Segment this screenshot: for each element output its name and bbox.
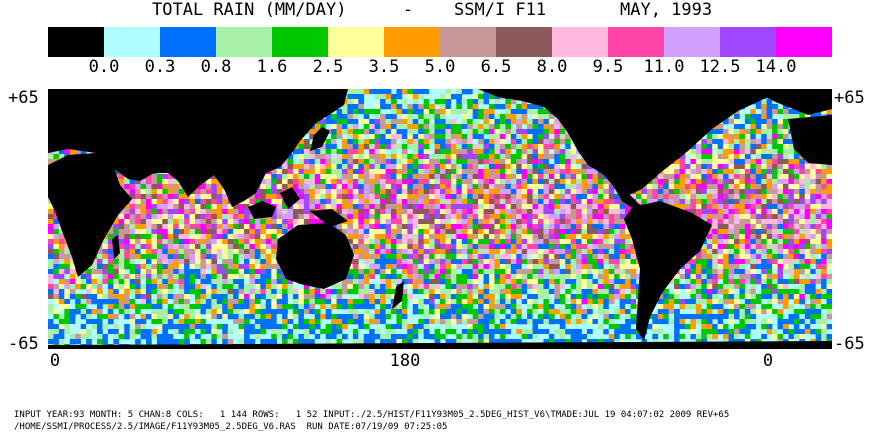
land-central-america (614, 187, 642, 211)
footer-line-2: /HOME/SSMI/PROCESS/2.5/IMAGE/F11Y93M05_2… (14, 422, 448, 432)
map-title: TOTAL RAIN (MM/DAY) - SSM/I F11 MAY, 199… (0, 0, 880, 22)
legend-swatch (776, 27, 832, 57)
land-north-america (478, 89, 832, 197)
legend-swatch (384, 27, 440, 57)
legend-tick-label: 8.0 (536, 57, 568, 77)
legend-swatch (328, 27, 384, 57)
legend-tick-label: 6.5 (480, 57, 512, 77)
footer-line-1: INPUT YEAR:93 MONTH: 5 CHAN:8 COLS: 1 14… (14, 410, 730, 420)
land-antarctica (48, 341, 832, 349)
legend-swatch (160, 27, 216, 57)
legend-tick-label: 0.3 (144, 57, 176, 77)
lat-top-left-label: +65 (8, 88, 39, 108)
land-greenland (748, 89, 832, 115)
legend-tick-label: 0.8 (200, 57, 232, 77)
legend-swatch (720, 27, 776, 57)
legend-swatch (440, 27, 496, 57)
land-australia (276, 223, 354, 289)
date-label: MAY, 1993 (620, 0, 713, 20)
legend-tick-label: 11.0 (643, 57, 685, 77)
land-africa (48, 153, 132, 277)
rain-map (48, 89, 832, 349)
legend-tick-labels: 0.0 0.3 0.8 1.6 2.5 3.5 5.0 6.5 8.0 9.5 11.0 12.5 14… (48, 57, 832, 79)
land-masses (48, 89, 832, 349)
lat-top-right-label: +65 (834, 88, 865, 108)
land-japan (310, 127, 330, 151)
land-eurasia (48, 89, 348, 207)
legend-tick-label: 9.5 (592, 57, 624, 77)
lon-left-label: 0 (49, 351, 61, 371)
legend-swatch (552, 27, 608, 57)
legend-tick-label: 3.5 (368, 57, 400, 77)
sensor-label: SSM/I F11 (454, 0, 547, 20)
legend-swatch (104, 27, 160, 57)
color-legend (48, 27, 832, 57)
lon-center-label: 180 (389, 351, 421, 371)
legend-tick-label: 0.0 (88, 57, 120, 77)
legend-swatch (608, 27, 664, 57)
lon-right-label: 0 (762, 351, 774, 371)
land-europe-west (788, 115, 832, 165)
land-new-guinea (310, 209, 348, 227)
legend-tick-label: 2.5 (312, 57, 344, 77)
lat-bottom-left-label: -65 (8, 334, 39, 354)
legend-tick-label: 5.0 (424, 57, 456, 77)
title-separator: - (403, 0, 414, 20)
legend-swatch (216, 27, 272, 57)
lat-bottom-right-label: -65 (834, 334, 865, 354)
land-south-america (624, 201, 712, 341)
legend-swatch (48, 27, 104, 57)
legend-tick-label: 12.5 (699, 57, 741, 77)
rain-map-canvas (48, 89, 832, 349)
land-new-zealand (392, 281, 404, 309)
legend-tick-label: 1.6 (256, 57, 288, 77)
legend-tick-label: 14.0 (755, 57, 797, 77)
land-indonesia (248, 201, 276, 219)
legend-swatch (664, 27, 720, 57)
land-borneo (280, 187, 300, 209)
legend-swatch (496, 27, 552, 57)
title-text: TOTAL RAIN (MM/DAY) (152, 0, 347, 20)
land-madagascar (112, 235, 120, 259)
legend-swatch (272, 27, 328, 57)
